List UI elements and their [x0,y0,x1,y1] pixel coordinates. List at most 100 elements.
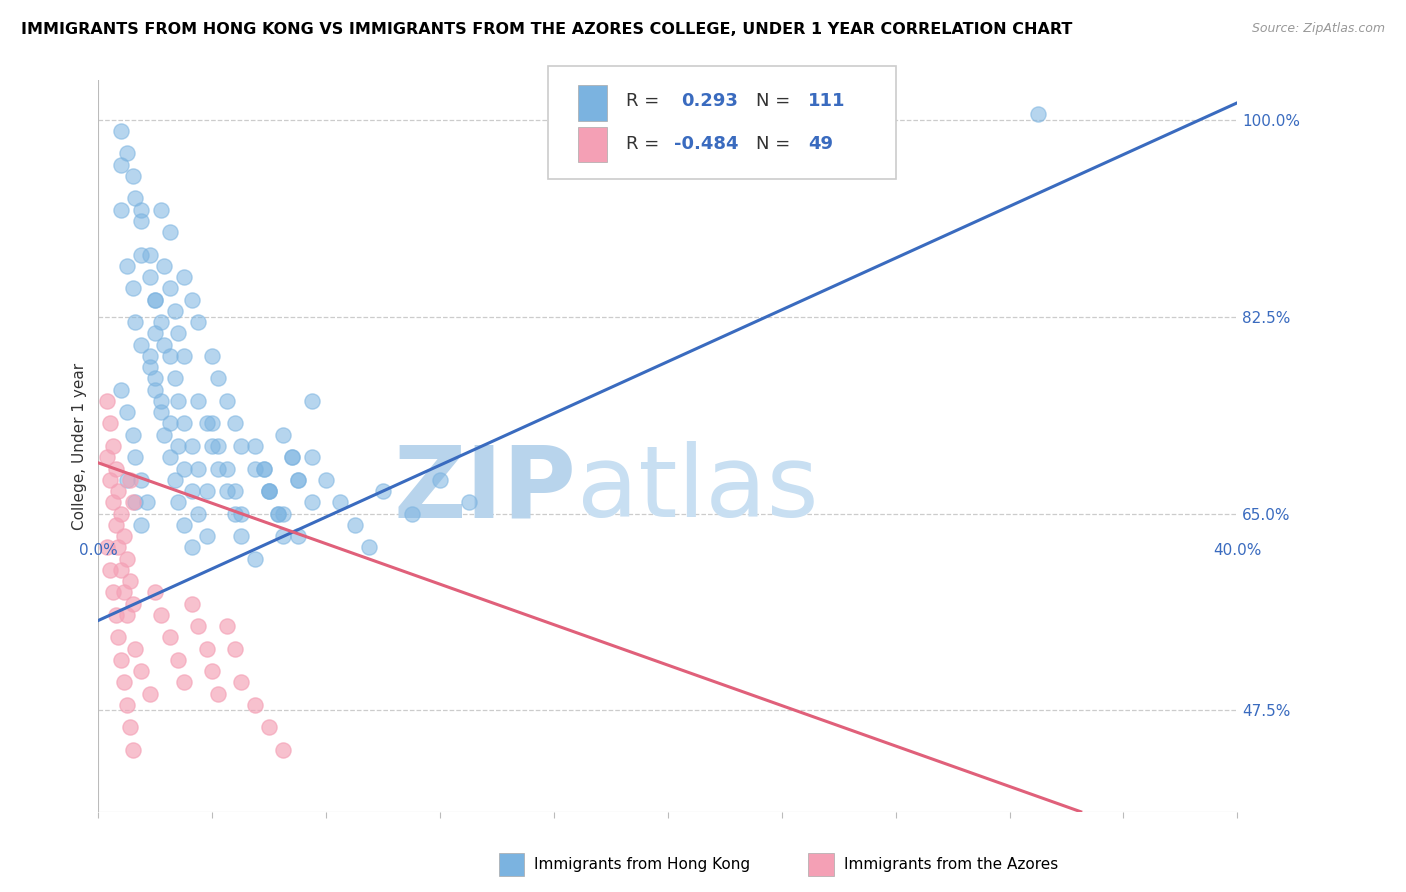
Point [96,450,118,465]
Point [124,191,146,205]
Point [252,461,274,475]
Point [243,698,266,712]
Point [273,743,295,757]
Point [124,450,146,465]
Point [124,315,146,329]
Text: R =: R = [626,135,665,153]
Bar [808,853,834,876]
Point [121,169,143,183]
Point [195,417,218,431]
Point [181,541,204,555]
Bar [578,86,607,120]
Bar [499,853,524,876]
Point [287,473,309,487]
Point [129,473,152,487]
Point [138,349,160,363]
Point [167,326,190,341]
Point [165,473,187,487]
Point [153,427,176,442]
Point [124,641,146,656]
Y-axis label: College, Under 1 year: College, Under 1 year [72,362,87,530]
Point [107,630,129,644]
Point [129,517,152,532]
Point [215,483,238,498]
Point [229,529,252,543]
Point [187,315,209,329]
Point [207,687,229,701]
Point [150,405,173,419]
Point [138,270,160,285]
Point [159,349,181,363]
Point [138,360,160,375]
Point [207,461,229,475]
Point [343,517,366,532]
Point [207,439,229,453]
Text: N =: N = [755,93,796,111]
Point [181,293,204,307]
Point [104,607,127,622]
Point [181,597,204,611]
Text: Source: ZipAtlas.com: Source: ZipAtlas.com [1251,22,1385,36]
Point [1026,107,1049,121]
Point [457,495,479,509]
Point [287,473,309,487]
Text: N =: N = [755,135,796,153]
Point [195,483,218,498]
Point [215,394,238,409]
Point [135,495,157,509]
Point [145,293,167,307]
Point [401,507,423,521]
Point [159,281,181,295]
Point [121,281,143,295]
Point [229,507,252,521]
Point [110,563,132,577]
Point [112,675,135,690]
Point [215,461,238,475]
Point [173,270,195,285]
Point [110,202,132,217]
Point [159,225,181,239]
Point [115,473,138,487]
Point [173,675,195,690]
Point [150,607,173,622]
Point [167,394,190,409]
Point [181,483,204,498]
Point [259,483,281,498]
Point [107,483,129,498]
Point [145,383,167,397]
Point [145,585,167,599]
Point [267,507,290,521]
Point [98,473,121,487]
Point [273,427,295,442]
Point [267,507,290,521]
Point [96,541,118,555]
Point [181,439,204,453]
Point [301,495,323,509]
Point [243,551,266,566]
Point [243,439,266,453]
Point [201,439,224,453]
Point [167,439,190,453]
Point [129,202,152,217]
Point [112,529,135,543]
Point [195,641,218,656]
Point [101,439,124,453]
Point [129,214,152,228]
Point [145,371,167,385]
Text: 40.0%: 40.0% [1213,543,1261,558]
Point [121,743,143,757]
Text: Immigrants from the Azores: Immigrants from the Azores [844,857,1057,871]
Point [115,698,138,712]
Point [110,158,132,172]
Point [110,653,132,667]
Point [173,349,195,363]
Point [201,417,224,431]
Point [110,124,132,138]
Point [357,541,380,555]
Point [173,517,195,532]
Point [153,337,176,351]
Point [201,349,224,363]
Point [104,517,127,532]
Point [287,529,309,543]
Point [115,607,138,622]
